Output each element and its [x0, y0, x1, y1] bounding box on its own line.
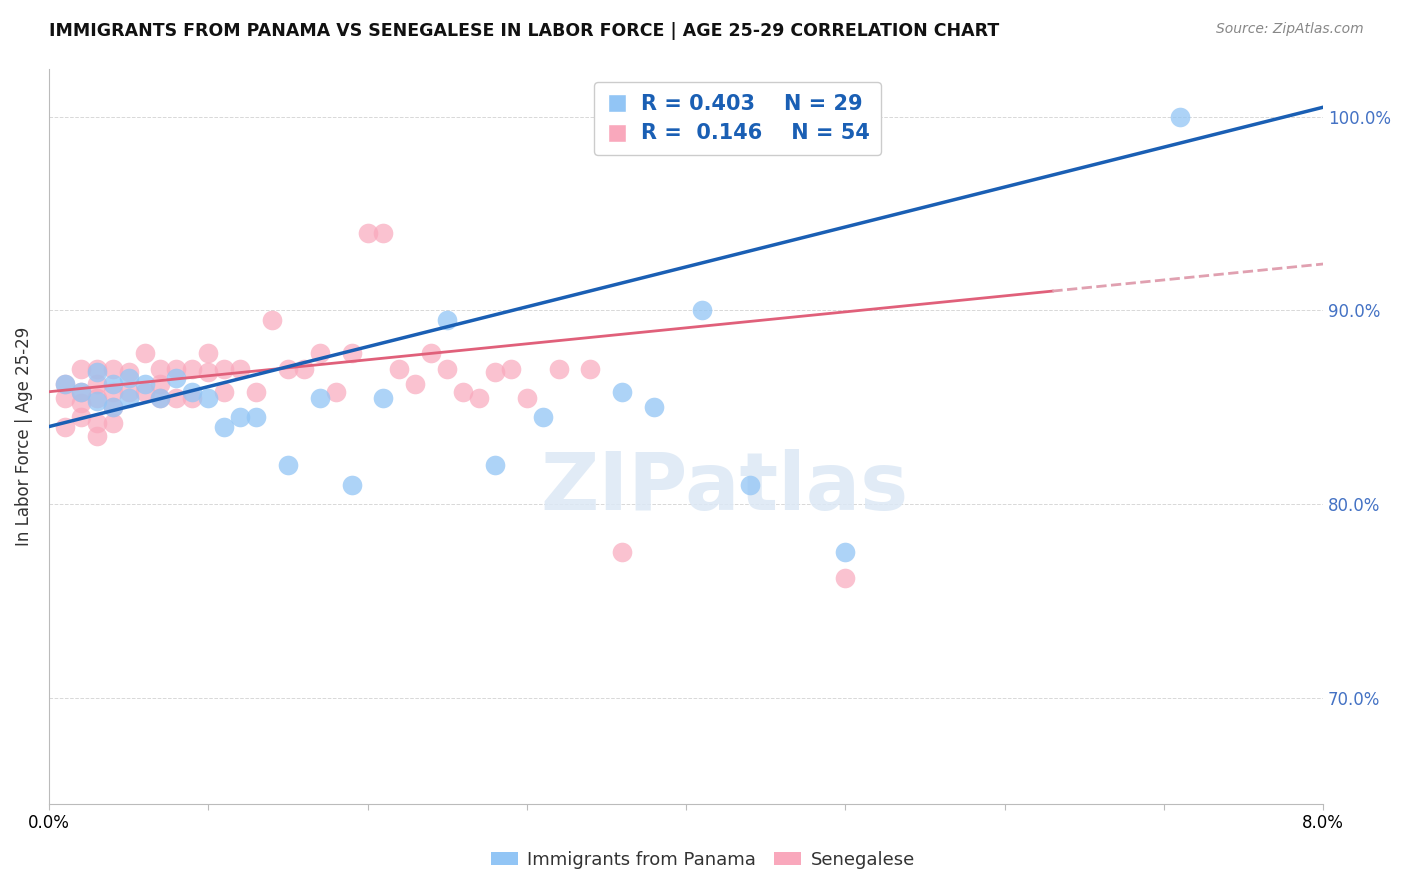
Point [340, 346, 363, 360]
Text: ZIPatlas: ZIPatlas [540, 449, 908, 527]
Point [468, 391, 491, 405]
Point [181, 391, 204, 405]
Point [325, 384, 347, 399]
Point [53, 376, 76, 391]
Point [101, 401, 124, 415]
Point [436, 313, 458, 327]
Text: IMMIGRANTS FROM PANAMA VS SENEGALESE IN LABOR FORCE | AGE 25-29 CORRELATION CHAR: IMMIGRANTS FROM PANAMA VS SENEGALESE IN … [49, 22, 1000, 40]
Point [229, 409, 252, 424]
Point [117, 371, 139, 385]
Point [53, 419, 76, 434]
Point [69, 409, 91, 424]
Point [165, 361, 187, 376]
Point [834, 545, 856, 559]
Point [86, 416, 108, 430]
Point [69, 384, 91, 399]
Point [612, 545, 634, 559]
Point [356, 226, 378, 240]
Point [499, 361, 522, 376]
Point [277, 458, 299, 473]
Point [643, 401, 665, 415]
Y-axis label: In Labor Force | Age 25-29: In Labor Force | Age 25-29 [15, 326, 32, 546]
Text: Source: ZipAtlas.com: Source: ZipAtlas.com [1216, 22, 1364, 37]
Point [53, 376, 76, 391]
Point [308, 391, 330, 405]
Point [134, 384, 156, 399]
Point [101, 376, 124, 391]
Point [149, 376, 172, 391]
Point [197, 391, 219, 405]
Point [101, 361, 124, 376]
Point [86, 376, 108, 391]
Point [436, 361, 458, 376]
Point [101, 384, 124, 399]
Point [181, 384, 204, 399]
Point [229, 361, 252, 376]
Point [834, 570, 856, 584]
Point [86, 429, 108, 443]
Point [484, 458, 506, 473]
Point [197, 346, 219, 360]
Point [612, 384, 634, 399]
Point [388, 361, 411, 376]
Point [101, 401, 124, 415]
Point [117, 384, 139, 399]
Point [86, 394, 108, 409]
Point [420, 346, 443, 360]
Point [308, 346, 330, 360]
Point [212, 384, 235, 399]
Point [373, 391, 395, 405]
Point [547, 361, 569, 376]
Point [69, 384, 91, 399]
Point [245, 384, 267, 399]
Point [292, 361, 315, 376]
Point [149, 391, 172, 405]
Point [117, 365, 139, 379]
Point [260, 313, 283, 327]
Point [69, 361, 91, 376]
Point [212, 361, 235, 376]
Point [134, 346, 156, 360]
Point [404, 376, 426, 391]
Point [117, 391, 139, 405]
Point [1168, 110, 1191, 124]
Point [134, 376, 156, 391]
Point [86, 361, 108, 376]
Point [738, 477, 761, 491]
Point [212, 419, 235, 434]
Legend: R = 0.403    N = 29, R =  0.146    N = 54: R = 0.403 N = 29, R = 0.146 N = 54 [593, 82, 882, 155]
Point [149, 361, 172, 376]
Point [53, 391, 76, 405]
Point [690, 303, 713, 318]
Point [165, 391, 187, 405]
Point [373, 226, 395, 240]
Point [86, 365, 108, 379]
Point [340, 477, 363, 491]
Point [149, 391, 172, 405]
Point [86, 391, 108, 405]
Legend: Immigrants from Panama, Senegalese: Immigrants from Panama, Senegalese [484, 844, 922, 876]
Point [197, 365, 219, 379]
Point [579, 361, 602, 376]
Point [245, 409, 267, 424]
Point [531, 409, 554, 424]
Point [484, 365, 506, 379]
Point [451, 384, 474, 399]
Point [101, 416, 124, 430]
Point [277, 361, 299, 376]
Point [516, 391, 538, 405]
Point [165, 371, 187, 385]
Point [69, 396, 91, 410]
Point [181, 361, 204, 376]
